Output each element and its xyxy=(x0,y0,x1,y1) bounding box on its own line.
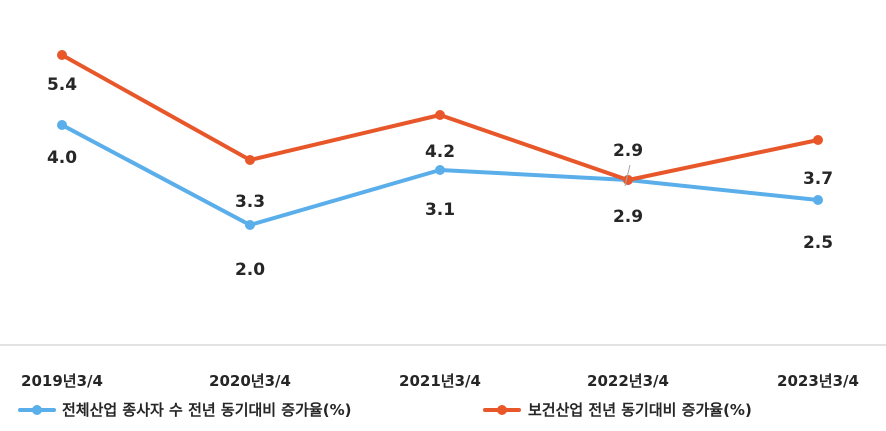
legend-item-2: 보건산업 전년 동기대비 증가율(%) xyxy=(483,401,752,419)
series-2-data-label: 3.3 xyxy=(235,192,265,212)
legend: 전체산업 종사자 수 전년 동기대비 증가율(%) 보건산업 전년 동기대비 증가… xyxy=(18,401,752,419)
x-tick-label: 2023년3/4 xyxy=(777,372,859,390)
series-2-point xyxy=(435,110,445,120)
data-labels: 4.0 2.0 3.1 2.9 2.5 5.4 3.3 4.2 2.9 3.7 xyxy=(47,75,833,280)
series-2-point xyxy=(623,175,633,185)
legend-label: 보건산업 전년 동기대비 증가율(%) xyxy=(528,401,752,419)
series-2-data-label: 4.2 xyxy=(425,142,455,162)
legend-dot-marker xyxy=(32,405,42,415)
legend-item-1: 전체산업 종사자 수 전년 동기대비 증가율(%) xyxy=(18,401,351,419)
x-tick-label: 2019년3/4 xyxy=(21,372,103,390)
series-2-point xyxy=(813,135,823,145)
series-2-data-label: 3.7 xyxy=(803,169,833,189)
series-1-point xyxy=(57,120,67,130)
series-2-point xyxy=(57,50,67,60)
series-2-point xyxy=(245,155,255,165)
series-2-data-label: 5.4 xyxy=(47,75,77,95)
label-leader-line xyxy=(624,164,631,187)
series-1-point xyxy=(245,220,255,230)
series-1-data-label: 2.5 xyxy=(803,233,833,253)
series-1-data-label: 2.9 xyxy=(613,207,643,227)
series-1-data-label: 4.0 xyxy=(47,148,77,168)
series-1-data-label: 3.1 xyxy=(425,200,455,220)
series-1-point xyxy=(813,195,823,205)
x-tick-label: 2022년3/4 xyxy=(587,372,669,390)
series-2-data-label: 2.9 xyxy=(613,141,643,161)
x-tick-label: 2020년3/4 xyxy=(209,372,291,390)
series-1-data-label: 2.0 xyxy=(235,260,265,280)
legend-label: 전체산업 종사자 수 전년 동기대비 증가율(%) xyxy=(62,401,351,419)
x-axis-ticks: 2019년3/4 2020년3/4 2021년3/4 2022년3/4 2023년3/4 xyxy=(21,372,859,390)
legend-dot-marker xyxy=(497,405,507,415)
series-1-point xyxy=(435,165,445,175)
x-tick-label: 2021년3/4 xyxy=(399,372,481,390)
